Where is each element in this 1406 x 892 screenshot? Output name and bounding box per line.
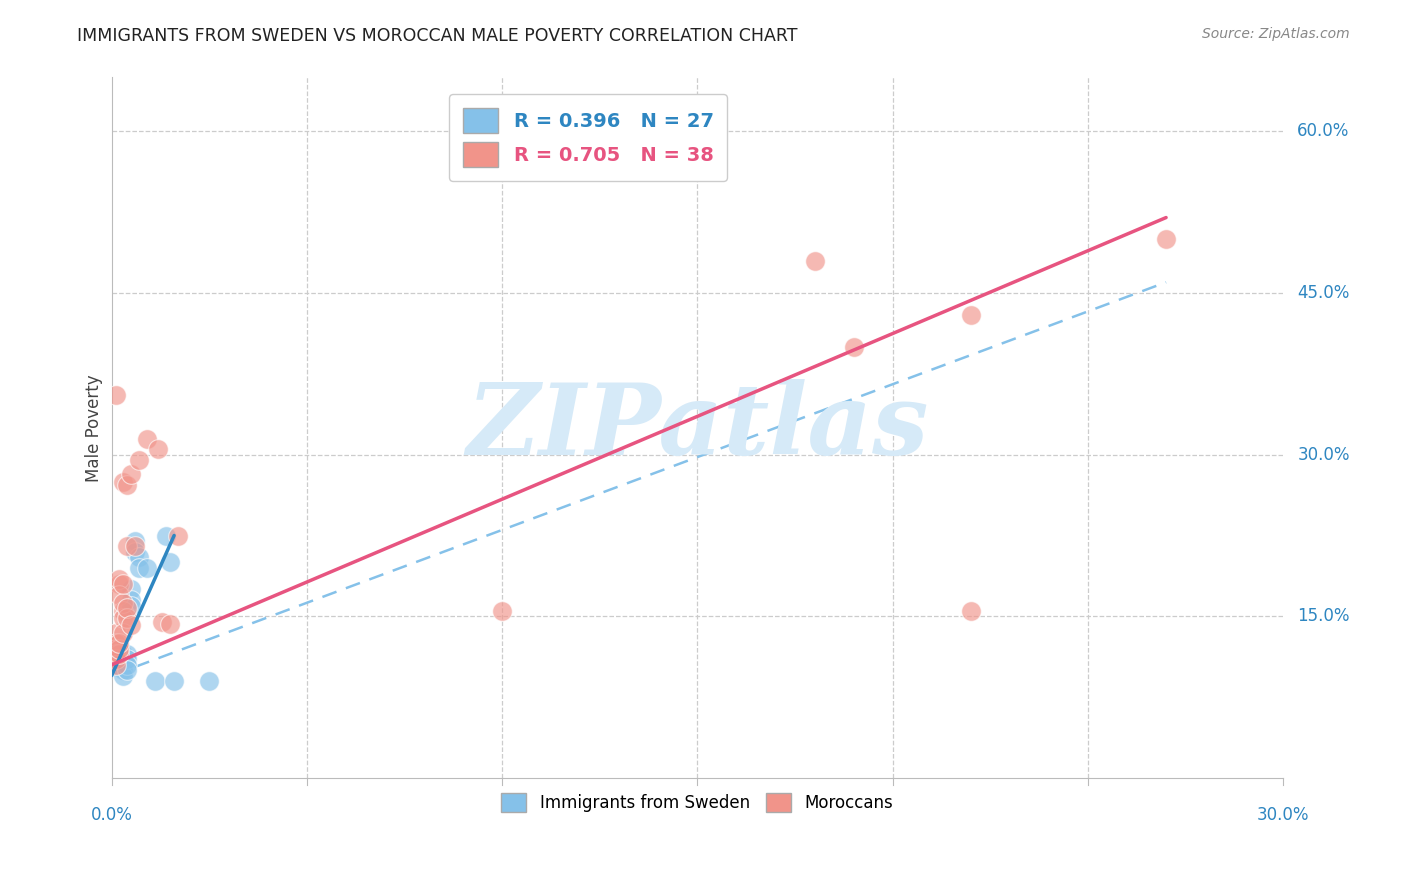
Point bbox=[120, 593, 142, 607]
Point bbox=[117, 663, 139, 677]
Point bbox=[112, 596, 135, 610]
Point bbox=[104, 657, 127, 672]
Point bbox=[108, 641, 131, 656]
Point bbox=[108, 641, 131, 656]
Point bbox=[117, 478, 139, 492]
Text: 15.0%: 15.0% bbox=[1298, 607, 1350, 625]
Point bbox=[959, 604, 981, 618]
Point bbox=[108, 577, 131, 591]
Point bbox=[128, 453, 150, 467]
Point bbox=[135, 561, 157, 575]
Y-axis label: Male Poverty: Male Poverty bbox=[86, 374, 103, 482]
Point bbox=[128, 550, 150, 565]
Point bbox=[117, 647, 139, 661]
Point bbox=[108, 647, 131, 661]
Text: 30.0%: 30.0% bbox=[1257, 806, 1309, 824]
Point bbox=[803, 253, 825, 268]
Point bbox=[112, 647, 135, 661]
Point bbox=[842, 340, 865, 354]
Text: 0.0%: 0.0% bbox=[91, 806, 132, 824]
Point bbox=[120, 618, 142, 632]
Point bbox=[104, 625, 127, 640]
Point bbox=[108, 572, 131, 586]
Text: 30.0%: 30.0% bbox=[1298, 446, 1350, 464]
Legend: Immigrants from Sweden, Moroccans: Immigrants from Sweden, Moroccans bbox=[495, 786, 900, 819]
Point bbox=[112, 668, 135, 682]
Point bbox=[124, 533, 146, 548]
Text: Source: ZipAtlas.com: Source: ZipAtlas.com bbox=[1202, 27, 1350, 41]
Point bbox=[112, 611, 135, 625]
Point bbox=[117, 600, 139, 615]
Point bbox=[124, 544, 146, 558]
Point bbox=[159, 556, 181, 570]
Text: 60.0%: 60.0% bbox=[1298, 122, 1350, 140]
Point bbox=[148, 442, 170, 457]
Point bbox=[152, 615, 174, 629]
Point bbox=[104, 652, 127, 666]
Point bbox=[959, 308, 981, 322]
Point bbox=[117, 652, 139, 666]
Point bbox=[128, 561, 150, 575]
Text: ZIPatlas: ZIPatlas bbox=[467, 379, 928, 476]
Point bbox=[117, 539, 139, 553]
Point bbox=[108, 636, 131, 650]
Point bbox=[104, 647, 127, 661]
Point bbox=[108, 652, 131, 666]
Point bbox=[143, 673, 166, 688]
Point bbox=[112, 577, 135, 591]
Point bbox=[108, 588, 131, 602]
Point bbox=[117, 657, 139, 672]
Point bbox=[1154, 232, 1177, 246]
Point bbox=[124, 539, 146, 553]
Text: IMMIGRANTS FROM SWEDEN VS MOROCCAN MALE POVERTY CORRELATION CHART: IMMIGRANTS FROM SWEDEN VS MOROCCAN MALE … bbox=[77, 27, 797, 45]
Point bbox=[117, 611, 139, 625]
Point bbox=[112, 663, 135, 677]
Point bbox=[112, 652, 135, 666]
Point bbox=[198, 673, 221, 688]
Point bbox=[112, 604, 135, 618]
Point bbox=[104, 388, 127, 402]
Point bbox=[112, 475, 135, 489]
Point bbox=[104, 636, 127, 650]
Point bbox=[112, 657, 135, 672]
Point bbox=[120, 599, 142, 613]
Point bbox=[108, 657, 131, 672]
Text: 45.0%: 45.0% bbox=[1298, 284, 1350, 302]
Point bbox=[120, 467, 142, 481]
Point bbox=[135, 432, 157, 446]
Point bbox=[112, 625, 135, 640]
Point bbox=[163, 673, 186, 688]
Point bbox=[120, 582, 142, 597]
Point bbox=[167, 528, 190, 542]
Point bbox=[155, 528, 177, 542]
Point bbox=[104, 641, 127, 656]
Point bbox=[159, 616, 181, 631]
Point bbox=[491, 604, 513, 618]
Point bbox=[104, 655, 127, 669]
Point bbox=[104, 647, 127, 661]
